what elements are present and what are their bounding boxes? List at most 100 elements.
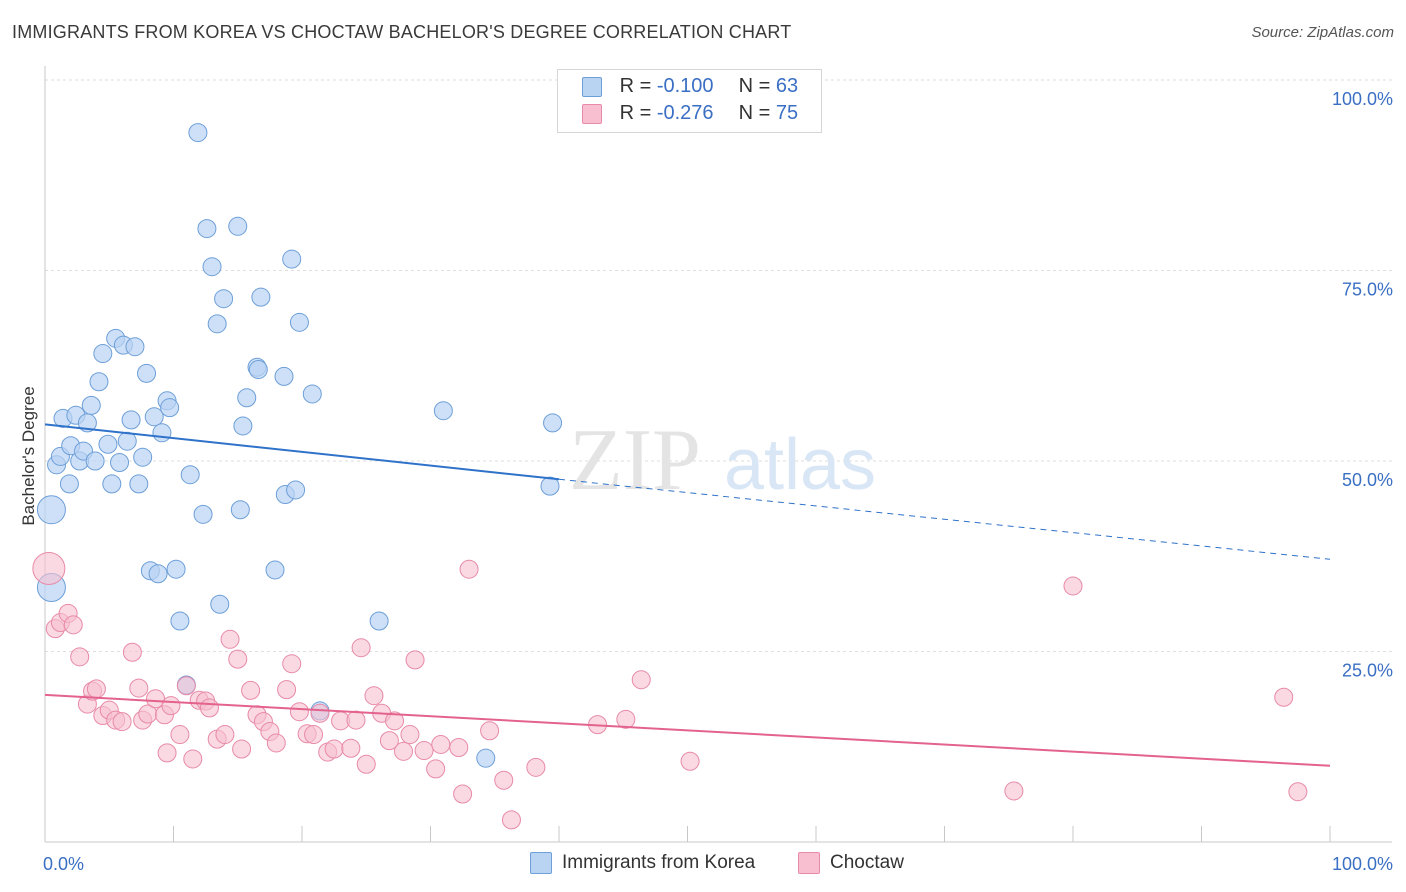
bottom-choctaw-label: Choctaw xyxy=(830,852,904,874)
korea-point xyxy=(59,474,79,494)
bottom-legend-korea: Immigrants from Korea xyxy=(530,852,755,874)
source-label: Source: ZipAtlas.com xyxy=(1251,24,1394,41)
watermark-zip: ZIP xyxy=(569,412,701,509)
choctaw-point xyxy=(232,739,252,759)
korea-point xyxy=(214,289,234,309)
choctaw-point xyxy=(385,711,405,731)
choctaw-point xyxy=(351,638,371,658)
choctaw-point xyxy=(32,551,66,585)
choctaw-point xyxy=(215,725,235,745)
choctaw-point xyxy=(304,725,324,745)
korea-point xyxy=(129,474,149,494)
choctaw-point xyxy=(501,810,521,830)
choctaw-point xyxy=(1063,576,1083,596)
choctaw-point xyxy=(346,710,366,730)
choctaw-point xyxy=(289,702,309,722)
korea-point xyxy=(237,388,257,408)
korea-point xyxy=(282,249,302,269)
korea-point xyxy=(102,474,122,494)
korea-point xyxy=(433,401,453,421)
x-tick-label: 0.0% xyxy=(43,854,84,874)
watermark: ZIP atlas xyxy=(569,412,876,509)
korea-point xyxy=(148,564,168,584)
korea-point xyxy=(274,366,294,386)
korea-trend-line xyxy=(44,423,560,481)
korea-point xyxy=(89,372,109,392)
choctaw-point xyxy=(1288,782,1308,802)
korea-point xyxy=(188,123,208,143)
axes xyxy=(44,66,1392,843)
legend-row-korea: R = -0.100 N = 63 xyxy=(582,75,798,99)
korea-point xyxy=(180,465,200,485)
korea-point xyxy=(98,434,118,454)
choctaw-point xyxy=(157,743,177,763)
choctaw-point xyxy=(1004,781,1024,801)
korea-point xyxy=(210,594,230,614)
korea-point xyxy=(230,500,250,520)
choctaw-point xyxy=(414,741,434,761)
korea-point xyxy=(121,410,141,430)
y-tick-label: 50.0% xyxy=(1342,470,1393,490)
y-tick-label: 100.0% xyxy=(1332,89,1393,109)
choctaw-point xyxy=(282,654,302,674)
choctaw-r-label: R = xyxy=(619,102,652,124)
choctaw-n-label: N = xyxy=(738,102,771,124)
choctaw-point xyxy=(631,670,651,690)
korea-trend-line-dashed xyxy=(558,478,1331,560)
choctaw-point xyxy=(449,738,469,758)
choctaw-trend-line xyxy=(44,693,1331,767)
choctaw-point xyxy=(70,647,90,667)
korea-point xyxy=(117,431,137,451)
stats-legend: R = -0.100 N = 63 R = -0.276 N = 75 xyxy=(557,69,822,133)
korea-point xyxy=(137,363,157,383)
korea-point xyxy=(110,453,130,473)
korea-point xyxy=(228,216,248,236)
choctaw-point xyxy=(112,712,132,732)
choctaw-point xyxy=(129,678,149,698)
choctaw-point xyxy=(220,629,240,649)
korea-point xyxy=(369,611,389,631)
choctaw-point xyxy=(310,703,330,723)
choctaw-point xyxy=(170,725,190,745)
choctaw-r-value: -0.276 xyxy=(656,102,714,124)
choctaw-point xyxy=(431,734,451,754)
korea-point xyxy=(289,312,309,332)
choctaw-point xyxy=(228,649,248,669)
choctaw-point xyxy=(122,642,142,662)
trend-lines xyxy=(44,423,1331,767)
choctaw-point xyxy=(341,738,361,758)
korea-point xyxy=(265,560,285,580)
korea-point xyxy=(81,395,101,415)
bottom-legend-choctaw: Choctaw xyxy=(798,852,904,874)
korea-point xyxy=(144,407,164,427)
chart-title: IMMIGRANTS FROM KOREA VS CHOCTAW BACHELO… xyxy=(12,22,792,42)
bottom-korea-label: Immigrants from Korea xyxy=(562,852,756,874)
watermark-atlas: atlas xyxy=(724,425,876,505)
korea-point xyxy=(248,360,268,380)
korea-point xyxy=(197,219,217,239)
choctaw-point xyxy=(86,679,106,699)
choctaw-point xyxy=(63,615,83,635)
korea-swatch xyxy=(582,76,602,97)
legend-row-choctaw: R = -0.276 N = 75 xyxy=(582,102,798,126)
korea-r-value: -0.100 xyxy=(656,75,714,97)
korea-point xyxy=(160,398,180,418)
choctaw-point xyxy=(480,721,500,741)
series-korea-points xyxy=(36,123,563,768)
korea-point xyxy=(476,748,496,768)
tick-labels: 25.0% 50.0% 75.0% 100.0% 0.0% 100.0% xyxy=(43,89,1393,874)
choctaw-point xyxy=(494,770,514,790)
bottom-korea-swatch xyxy=(530,852,552,874)
korea-point xyxy=(540,476,560,496)
choctaw-point xyxy=(356,754,376,774)
choctaw-point xyxy=(161,696,181,716)
choctaw-point xyxy=(400,725,420,745)
choctaw-point xyxy=(394,741,414,761)
y-tick-label: 25.0% xyxy=(1342,661,1393,681)
korea-point xyxy=(202,257,222,277)
korea-point xyxy=(286,480,306,500)
korea-point xyxy=(251,287,271,307)
choctaw-swatch xyxy=(582,103,602,124)
korea-point xyxy=(302,384,322,404)
